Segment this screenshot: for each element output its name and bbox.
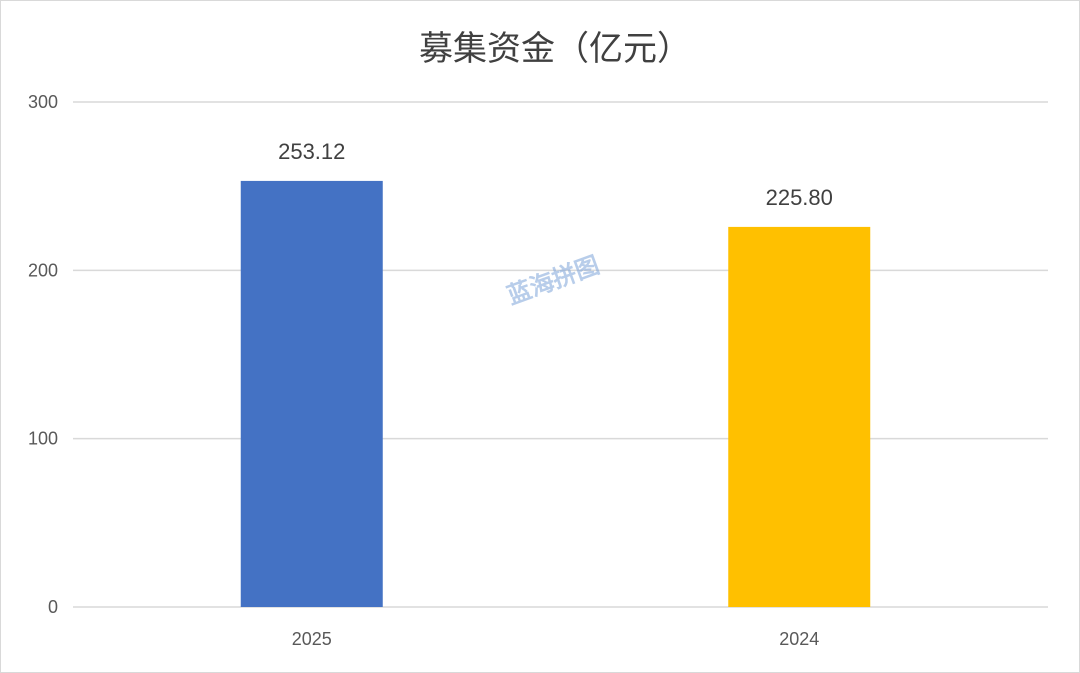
y-tick-label: 200 (28, 260, 58, 280)
watermark-text: 蓝海拼图 (503, 251, 603, 310)
data-labels: 253.12 225.80 (278, 139, 833, 210)
chart-title: 募集资金（亿元） (419, 29, 691, 69)
bar-2025 (240, 180, 383, 607)
x-category-label: 2025 (292, 629, 332, 649)
y-tick-label: 300 (28, 92, 58, 112)
gridlines (73, 101, 1048, 608)
bar-2024 (728, 226, 871, 608)
y-tick-label: 0 (48, 597, 58, 617)
data-label-2025: 253.12 (278, 139, 345, 164)
x-axis-categories: 2025 2024 (292, 629, 820, 649)
x-category-label: 2024 (779, 629, 819, 649)
bars (240, 180, 871, 608)
data-label-2024: 225.80 (766, 185, 833, 210)
y-tick-label: 100 (28, 429, 58, 449)
y-axis-ticks: 0 100 200 300 (28, 92, 58, 617)
